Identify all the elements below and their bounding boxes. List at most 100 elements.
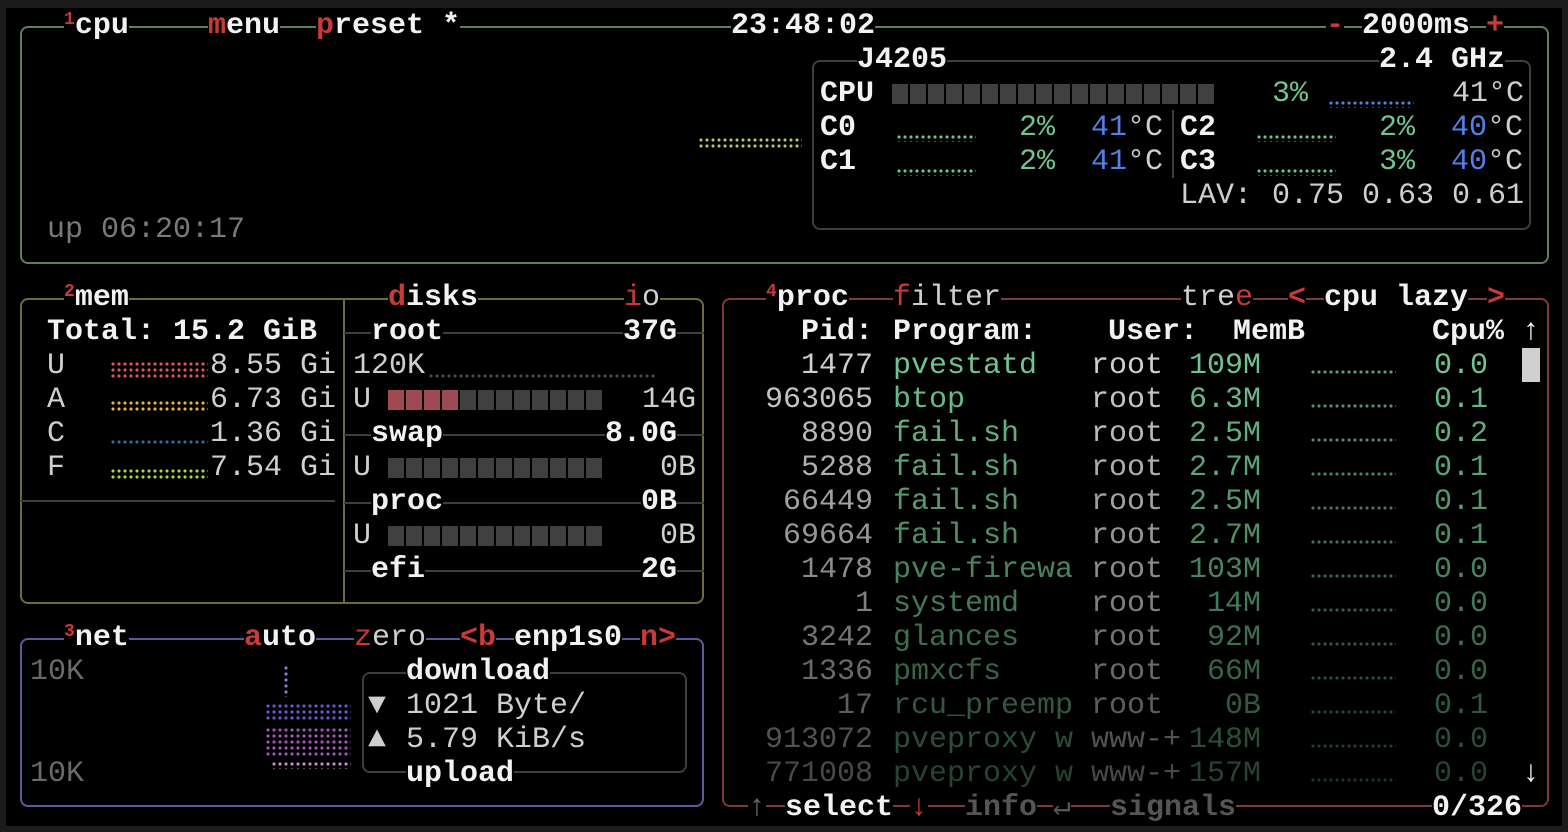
io-toggle[interactable]: io [624,281,661,315]
disk-separator [344,570,704,572]
net-interface: enp1s0 [514,621,623,655]
process-mem: 109M [1188,349,1261,383]
select-up-icon[interactable]: ↑ [748,791,767,825]
cpu-total-label: CPU [820,77,875,111]
interval-decrease-button[interactable]: - [1326,9,1345,43]
header-user[interactable]: User: [1108,315,1199,349]
net-box-title[interactable]: 3net [64,621,129,655]
signals-button[interactable]: signals [1110,791,1237,825]
process-cpu: 0.1 [1434,383,1489,417]
filter-button[interactable]: filter [893,281,1002,315]
interval-increase-button[interactable]: + [1486,9,1505,43]
preset-button[interactable]: preset * [316,9,461,43]
download-speed: 1021 Byte/ [406,689,587,723]
mem-total-label: Total: [47,315,156,349]
disk-used-label: U [353,451,372,485]
process-program: pveproxy w [893,757,1074,791]
process-cpu-graph [1310,471,1396,477]
process-user: root [1091,383,1164,417]
header-mem[interactable]: MemB [1233,315,1306,349]
process-cpu-graph [1310,709,1396,715]
sort-prev-button[interactable]: < [1288,281,1307,315]
process-pid: 17 [836,689,873,723]
scroll-up-icon[interactable]: ↑ [1522,315,1541,349]
core-graph [896,134,976,142]
cpu-total-meter [892,84,1216,104]
select-down-icon[interactable]: ↓ [910,791,929,825]
process-mem: 2.7M [1188,451,1261,485]
disk-size: 37G [623,315,678,349]
scrollbar-thumb[interactable] [1522,348,1540,382]
tree-toggle[interactable]: tree [1181,281,1254,315]
net-zero-button[interactable]: zero [354,621,427,655]
disk-used-label: U [353,519,372,553]
process-program: fail.sh [893,417,1020,451]
process-cpu: 0.2 [1434,417,1489,451]
mem-value: 8.55 Gi [210,349,337,383]
enter-icon: ↵ [1053,791,1072,825]
process-cpu-graph [1310,403,1396,409]
process-cpu-graph [1310,607,1396,613]
proc-box-title[interactable]: 4proc [766,281,849,315]
process-cpu: 0.1 [1434,451,1489,485]
process-user: root [1091,621,1164,655]
core-divider [1172,110,1174,178]
process-cpu: 0.1 [1434,485,1489,519]
mem-disks-divider [343,298,345,604]
sort-next-button[interactable]: > [1487,281,1506,315]
process-mem: 92M [1206,621,1261,655]
header-program[interactable]: Program: [893,315,1038,349]
select-label: select [785,791,894,825]
disks-title[interactable]: disks [388,281,479,315]
process-cpu: 0.0 [1434,723,1489,757]
process-user: root [1091,689,1164,723]
process-user: root [1091,655,1164,689]
mem-label: F [47,451,66,485]
process-program: pvestatd [893,349,1038,383]
process-cpu: 0.0 [1434,655,1489,689]
download-arrow-icon: ▼ [368,689,387,723]
process-cpu-graph [1310,437,1396,443]
mem-value: 6.73 Gi [210,383,337,417]
process-user: root [1091,519,1164,553]
process-cpu-graph [1310,505,1396,511]
process-user: root [1091,349,1164,383]
mem-value: 1.36 Gi [210,417,337,451]
process-cpu-graph [1310,675,1396,681]
process-count: 0/326 [1432,791,1523,825]
disk-usage-meter [388,390,604,410]
disk-name: swap [371,417,444,451]
net-prev-interface-button[interactable]: <b [460,621,497,655]
core-graph [1256,168,1336,176]
disk-separator [344,332,704,334]
mem-box-title[interactable]: 2mem [64,281,129,315]
clock: 23:48:02 [731,9,876,43]
core-temp: 40°C [1451,111,1524,145]
net-auto-toggle[interactable]: auto [244,621,317,655]
header-cpu[interactable]: Cpu% [1432,315,1505,349]
process-program: pmxcfs [893,655,1002,689]
net-next-interface-button[interactable]: n> [640,621,677,655]
process-program: btop [893,383,966,417]
core-percent: 2% [1379,111,1416,145]
sort-mode: cpu lazy [1324,281,1469,315]
core-percent: 2% [1019,145,1056,179]
mem-total: 15.2 GiB [173,315,318,349]
upload-speed: 5.79 KiB/s [406,723,587,757]
menu-button[interactable]: menu [208,9,281,43]
net-scale-bottom: 10K [30,757,85,791]
download-label: download [406,655,551,689]
core-temp: 40°C [1451,145,1524,179]
process-program: systemd [893,587,1020,621]
header-pid[interactable]: Pid: [800,315,873,349]
disk-usage-meter [388,526,604,546]
scroll-down-icon[interactable]: ↓ [1522,757,1541,791]
process-program: pveproxy w [893,723,1074,757]
upload-arrow-icon: ▲ [368,723,387,757]
process-mem: 2.7M [1188,519,1261,553]
info-button[interactable]: info [965,791,1038,825]
process-cpu-graph [1310,539,1396,545]
cpu-box-title[interactable]: 1cpu [64,9,129,43]
process-cpu: 0.0 [1434,553,1489,587]
disk-used: 14G [642,383,697,417]
